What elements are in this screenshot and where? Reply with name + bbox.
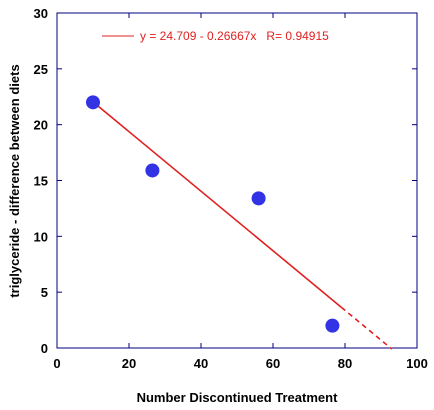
y-tick-label: 25	[34, 62, 48, 77]
plot-frame	[56, 12, 418, 349]
data-point	[86, 95, 100, 110]
data-points	[86, 95, 340, 333]
x-tick-label: 0	[53, 356, 60, 371]
fit-line	[92, 101, 342, 308]
y-tick-label: 5	[41, 285, 48, 300]
x-tick-label: 40	[194, 356, 208, 371]
fit-line-extrapolation	[340, 306, 393, 350]
data-point	[145, 163, 160, 178]
x-tick-label: 60	[266, 356, 280, 371]
x-tick-label: 20	[122, 356, 136, 371]
y-tick-label: 10	[34, 229, 48, 244]
x-axis-title: Number Discontinued Treatment	[137, 390, 338, 405]
y-axis-ticks: 0 5 10 15 20 25 30	[34, 6, 417, 356]
legend: y = 24.709 - 0.26667x R= 0.94915	[102, 29, 329, 43]
y-tick-label: 20	[34, 118, 48, 133]
legend-fit-label: y = 24.709 - 0.26667x R= 0.94915	[140, 29, 329, 43]
data-point	[325, 318, 340, 333]
x-axis-ticks: 0 20 40 60 80 100	[53, 13, 428, 371]
y-tick-label: 0	[41, 341, 48, 356]
y-tick-label: 15	[34, 174, 48, 189]
fit-line-group	[92, 101, 393, 350]
x-tick-label: 100	[406, 356, 428, 371]
data-point	[251, 191, 266, 206]
y-tick-label: 30	[34, 6, 48, 21]
y-axis-title: triglyceride - difference between diets	[7, 64, 22, 297]
x-tick-label: 80	[338, 356, 352, 371]
